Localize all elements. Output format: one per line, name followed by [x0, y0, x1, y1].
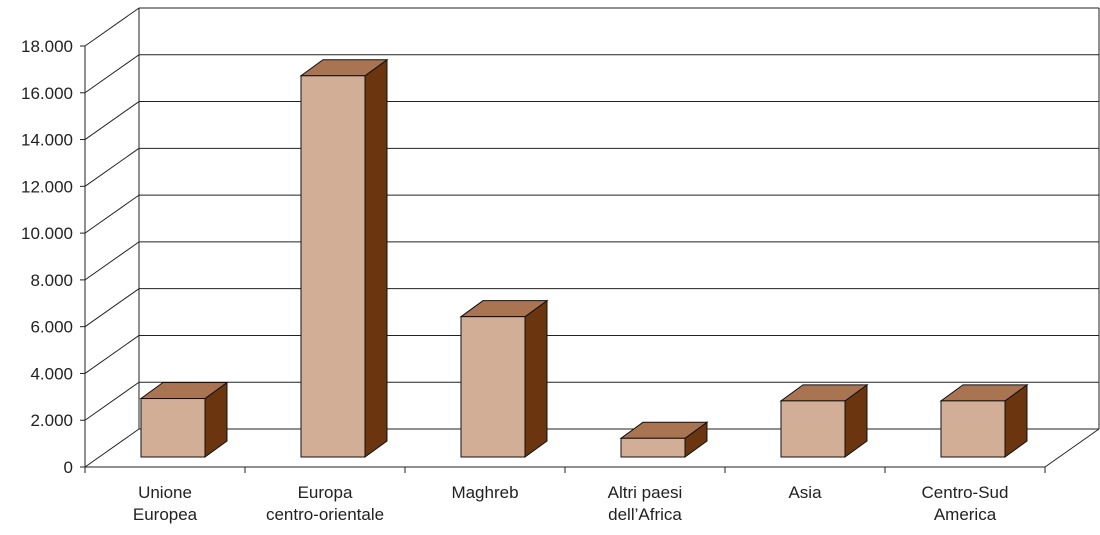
bars [139, 58, 1029, 458]
gridline-wall [84, 147, 140, 187]
gridline-wall [84, 101, 140, 140]
y-tick-label: 10.000 [21, 224, 73, 243]
gridline-wall [84, 241, 140, 281]
gridline-wall [84, 335, 140, 374]
y-axis-tick-labels: 0 2.000 4.000 6.000 8.000 10.000 12.000 14.000 1… [21, 37, 73, 477]
bar [779, 383, 869, 458]
gridline-wall [84, 194, 140, 234]
bar-side-face [364, 58, 388, 458]
y-tick-label: 12.000 [21, 177, 73, 196]
y-tick-label: 14.000 [21, 131, 73, 150]
bar [299, 58, 389, 458]
y-tick-label: 8.000 [30, 271, 73, 290]
bar-front-face [620, 437, 686, 458]
gridline-wall [84, 381, 140, 421]
bar [939, 383, 1029, 458]
bar-front-face [140, 398, 206, 458]
y-tick-label: 2.000 [30, 411, 73, 430]
gridline-wall [84, 288, 140, 328]
y-tick-label: 6.000 [30, 318, 73, 337]
y-tick-label: 0 [64, 458, 73, 477]
gridlines [84, 7, 1100, 468]
gridline-wall [84, 7, 140, 47]
y-tick-label: 16.000 [21, 84, 73, 103]
x-category-label: Maghreb [451, 483, 518, 502]
y-tick-label: 4.000 [30, 364, 73, 383]
bar [619, 421, 709, 458]
bar-front-face [780, 400, 846, 458]
x-category-label: Europa centro-orientale [266, 483, 384, 524]
bar-front-face [940, 400, 1006, 458]
bar-front-face [300, 75, 366, 458]
y-tick-label: 18.000 [21, 37, 73, 56]
gridline-wall [84, 54, 140, 94]
bar-side-face [524, 299, 548, 458]
bar-front-face [460, 316, 526, 458]
x-category-label: Altri paesi dell’Africa [608, 483, 683, 524]
gridline-wall [84, 428, 140, 468]
x-category-label: Unione Europea [133, 483, 198, 524]
x-category-label: Centro-Sud America [922, 483, 1009, 524]
axes [80, 45, 1100, 473]
bar [459, 299, 549, 458]
floor-right-edge [1044, 428, 1100, 468]
x-category-label: Asia [788, 483, 822, 502]
x-axis-category-labels: Unione Europea Europa centro-orientale Maghr… [133, 483, 1009, 524]
bar [139, 381, 229, 458]
